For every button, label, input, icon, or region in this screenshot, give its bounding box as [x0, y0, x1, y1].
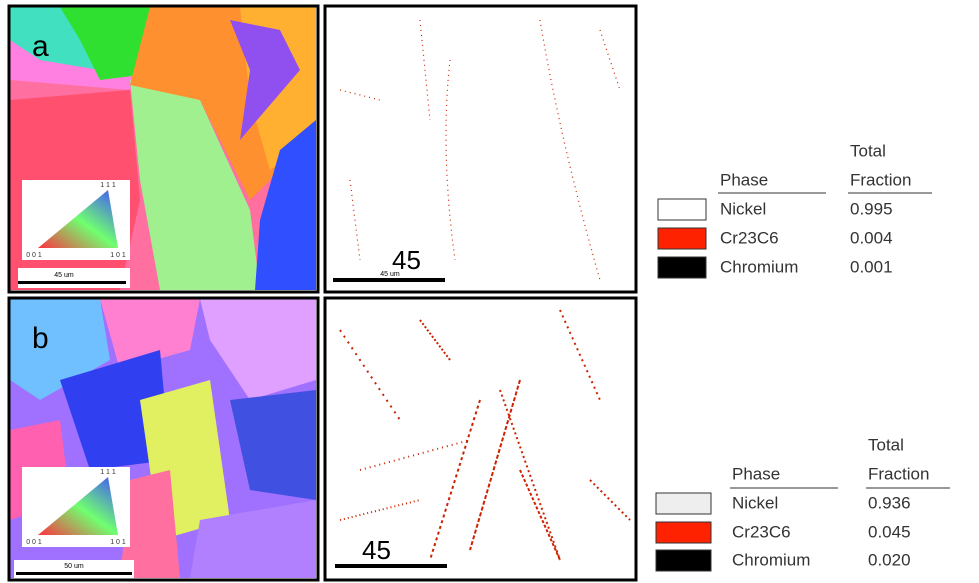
triangle-label: 1 0 1 [110, 539, 126, 546]
decoration [325, 6, 636, 292]
decoration [18, 281, 126, 284]
triangle-label: 0 0 1 [26, 539, 42, 546]
phase-name: Chromium [732, 550, 810, 569]
decoration [333, 278, 445, 282]
scale-bar-big: 45 [362, 535, 391, 565]
panel-label: b [32, 322, 49, 355]
phase-name: Chromium [720, 257, 798, 276]
phase-fraction: 0.004 [850, 228, 893, 247]
decoration [656, 493, 711, 514]
phase-name: Cr23C6 [720, 228, 779, 247]
decoration [658, 199, 706, 220]
table-header: Total [868, 435, 904, 454]
phase-fraction: 0.001 [850, 257, 893, 276]
table-header: Total [850, 141, 886, 160]
scale-bar-label: 45 um [380, 271, 400, 278]
scale-bar-label: 45 um [54, 272, 74, 279]
figure: a 1 1 1 0 0 1 1 0 1 45 um 45 45 um Total… [0, 0, 979, 583]
phase-name: Nickel [720, 199, 766, 218]
scale-bar-label: 50 um [64, 563, 84, 570]
phase-fraction: 0.995 [850, 199, 893, 218]
table-header: Fraction [868, 464, 929, 483]
triangle-label: 0 0 1 [26, 252, 42, 259]
table-header: Fraction [850, 170, 911, 189]
triangle-label: 1 1 1 [100, 469, 116, 476]
decoration [658, 257, 706, 278]
panel-label: a [32, 30, 49, 63]
phase-fraction: 0.045 [868, 522, 911, 541]
table-header: Phase [732, 464, 780, 483]
decoration [16, 572, 132, 575]
decoration [18, 268, 130, 288]
triangle-label: 1 0 1 [110, 252, 126, 259]
phase-fraction: 0.936 [868, 493, 911, 512]
phase-name: Nickel [732, 493, 778, 512]
decoration [658, 228, 706, 249]
decoration [335, 564, 447, 568]
triangle-label: 1 1 1 [100, 182, 116, 189]
table-header: Phase [720, 170, 768, 189]
decoration [656, 522, 711, 543]
phase-fraction: 0.020 [868, 550, 911, 569]
phase-name: Cr23C6 [732, 522, 791, 541]
decoration [656, 550, 711, 571]
